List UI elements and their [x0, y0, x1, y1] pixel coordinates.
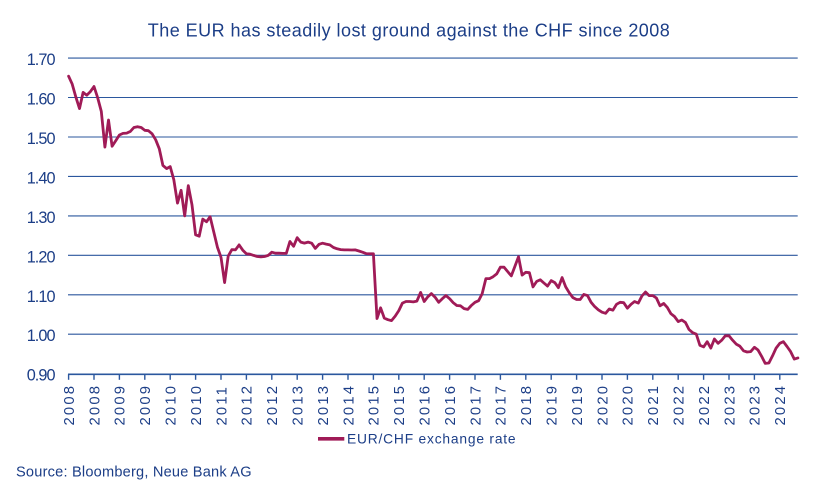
svg-text:2019: 2019 — [570, 384, 586, 426]
svg-text:2010: 2010 — [164, 384, 180, 426]
svg-text:Source: Bloomberg, Neue Bank A: Source: Bloomberg, Neue Bank AG — [16, 465, 252, 481]
svg-text:2009: 2009 — [138, 384, 154, 426]
svg-text:2013: 2013 — [291, 384, 307, 426]
svg-text:2012: 2012 — [265, 384, 281, 426]
svg-text:2012: 2012 — [240, 384, 256, 426]
svg-text:2019: 2019 — [545, 384, 561, 426]
svg-text:2022: 2022 — [697, 384, 713, 426]
svg-text:1.10: 1.10 — [27, 288, 56, 306]
svg-text:The EUR has steadily lost grou: The EUR has steadily lost ground against… — [148, 21, 670, 41]
svg-text:2017: 2017 — [494, 384, 510, 426]
svg-text:2024: 2024 — [773, 384, 789, 426]
svg-text:0.90: 0.90 — [27, 367, 56, 385]
svg-text:1.00: 1.00 — [27, 327, 56, 345]
svg-text:2021: 2021 — [646, 384, 662, 426]
svg-text:2018: 2018 — [519, 384, 535, 426]
svg-text:2022: 2022 — [672, 384, 688, 426]
svg-text:2008: 2008 — [62, 384, 78, 426]
svg-text:2015: 2015 — [367, 384, 383, 426]
svg-text:1.20: 1.20 — [27, 248, 56, 266]
svg-text:2015: 2015 — [392, 384, 408, 426]
svg-text:2016: 2016 — [418, 384, 434, 426]
svg-text:1.60: 1.60 — [27, 91, 56, 109]
svg-text:1.30: 1.30 — [27, 209, 56, 227]
svg-text:2023: 2023 — [722, 384, 738, 426]
svg-text:2020: 2020 — [621, 384, 637, 426]
svg-text:2014: 2014 — [341, 384, 357, 426]
svg-text:2017: 2017 — [468, 384, 484, 426]
svg-text:1.50: 1.50 — [27, 130, 56, 148]
svg-text:2020: 2020 — [595, 384, 611, 426]
svg-text:1.40: 1.40 — [27, 170, 56, 188]
svg-text:2023: 2023 — [748, 384, 764, 426]
svg-text:2013: 2013 — [316, 384, 332, 426]
svg-text:2010: 2010 — [189, 384, 205, 426]
svg-text:2008: 2008 — [87, 384, 103, 426]
svg-text:EUR/CHF exchange rate: EUR/CHF exchange rate — [347, 432, 516, 447]
svg-text:1.70: 1.70 — [27, 51, 56, 69]
svg-text:2009: 2009 — [113, 384, 129, 426]
svg-text:2011: 2011 — [214, 385, 230, 426]
svg-text:2016: 2016 — [443, 384, 459, 426]
